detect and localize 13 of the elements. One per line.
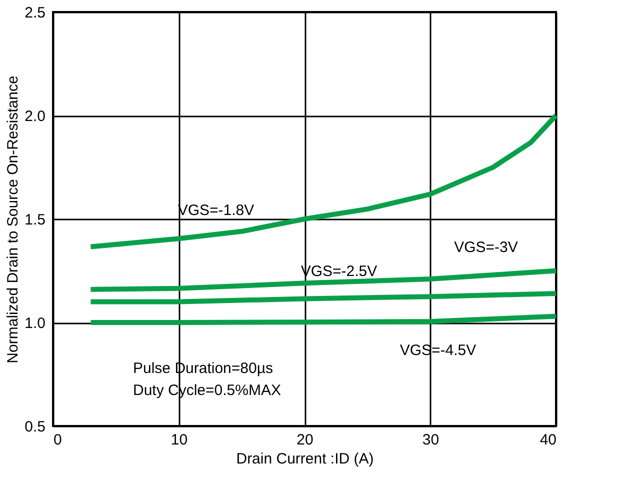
x-tick-label: 10 [170,432,188,448]
annotation: VGS=-3V [454,239,518,256]
y-tick-label: 2.0 [24,108,46,125]
x-tick-label: 20 [296,432,314,448]
y-axis-title: Normalized Drain to Source On-Resistance [4,76,22,364]
y-tick-label: 1.5 [24,212,46,228]
y-tick-label: 1.0 [24,315,46,332]
x-axis-title: Drain Current :ID (A) [236,450,374,468]
x-tick-label: 0 [54,432,62,448]
x-tick-label: 40 [540,432,556,448]
y-tick-label: 0.5 [24,418,46,436]
y-tick-label: 2.5 [24,4,46,22]
x-tick-label: 30 [422,432,440,448]
